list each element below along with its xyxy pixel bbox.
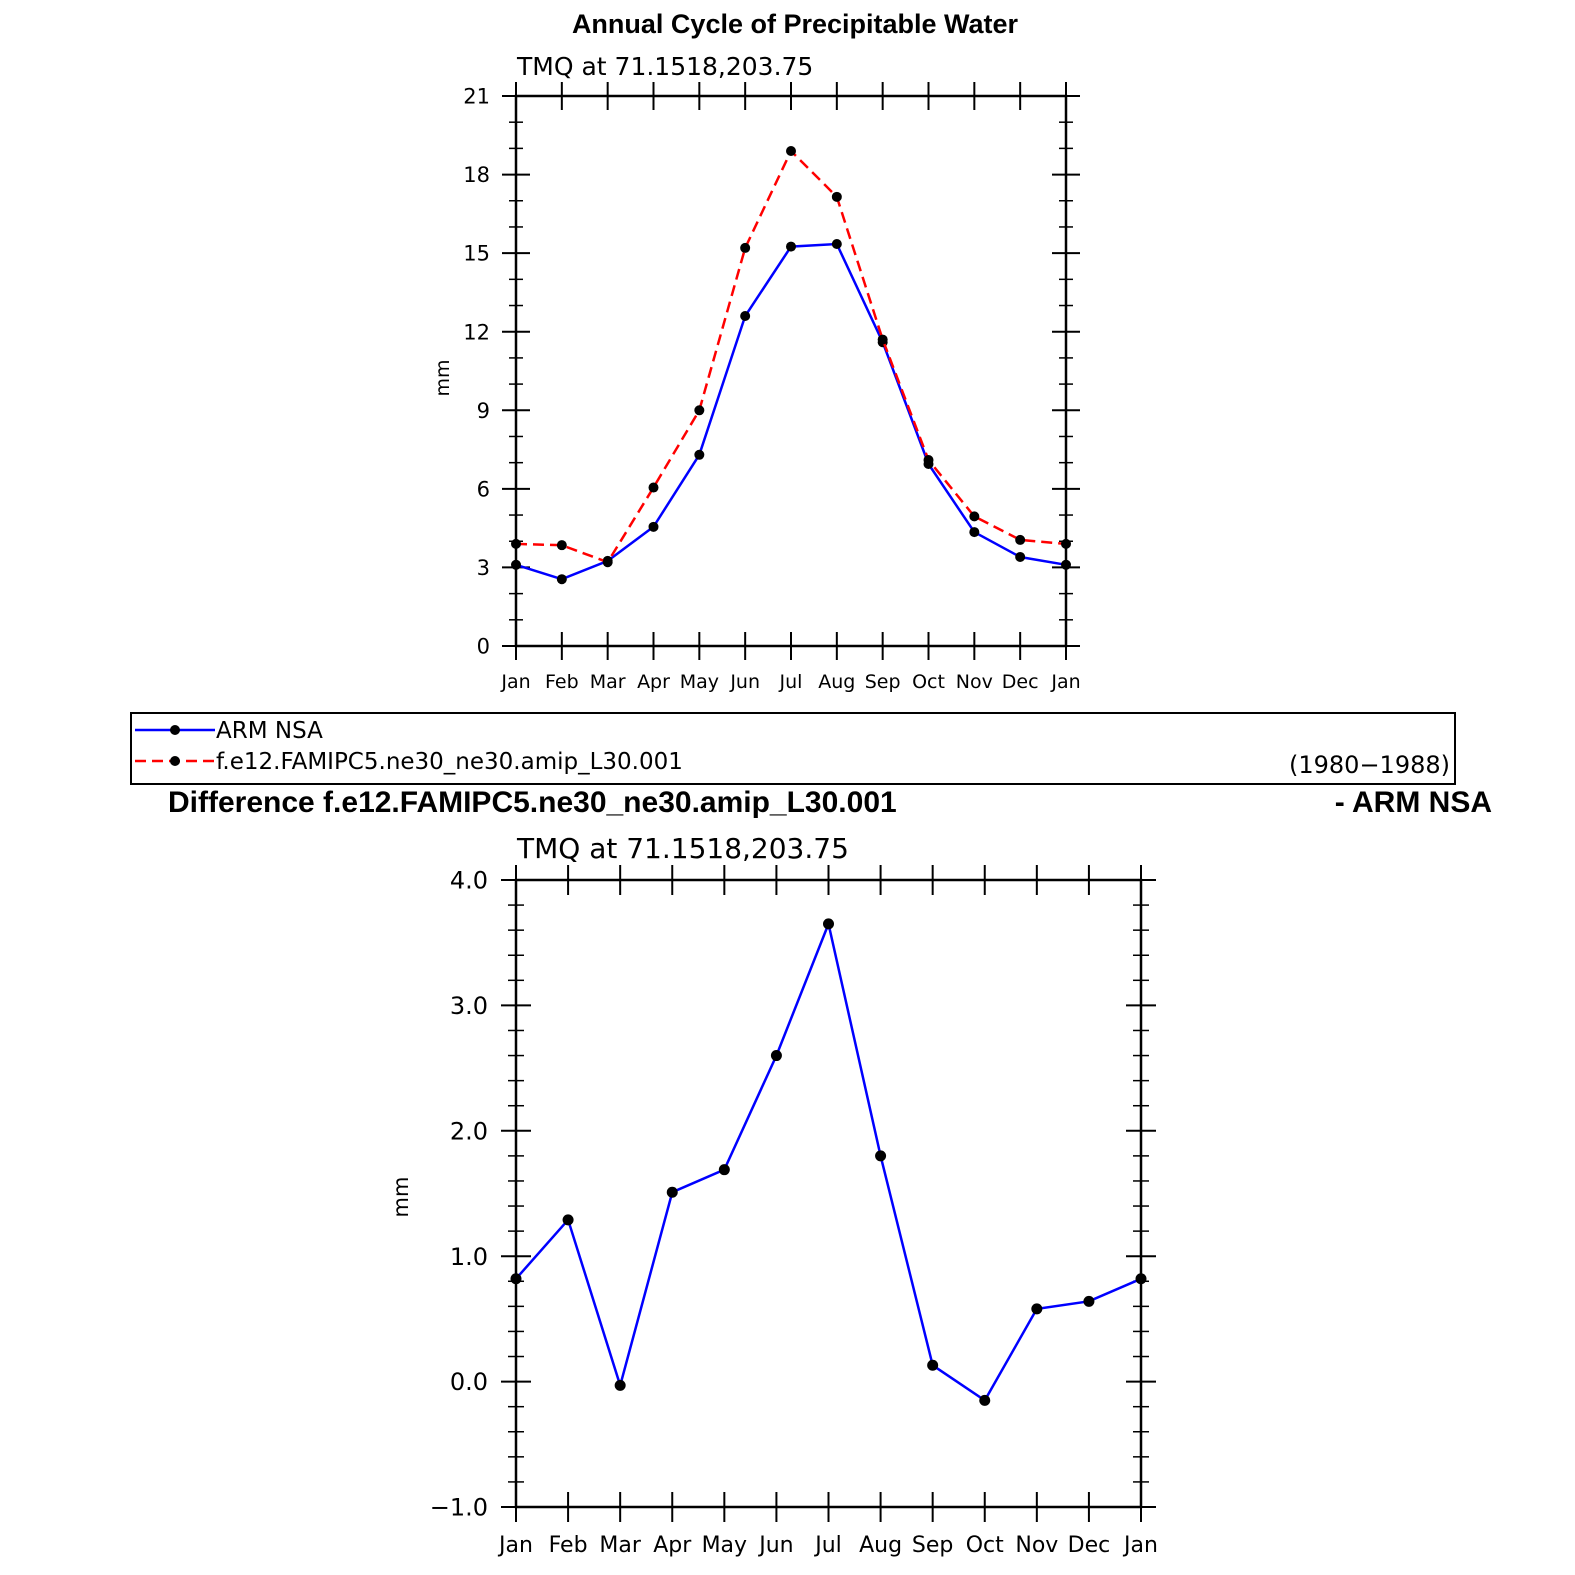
chart1-x-tick-label: Feb xyxy=(545,671,579,693)
chart1-y-tick-label: 6 xyxy=(477,477,490,501)
chart2-x-tick-label: Jul xyxy=(813,1533,842,1558)
chart2-series-1-point xyxy=(979,1394,991,1406)
chart2-y-tick-label: 0.0 xyxy=(450,1368,488,1396)
chart1-x-tick-label: Jun xyxy=(729,671,760,693)
chart2-series-1-point xyxy=(718,1164,730,1176)
legend-entry-label-2: f.e12.FAMIPC5.ne30_ne30.amip_L30.001 xyxy=(216,749,683,775)
chart1-plot-area: 0 3 6 9 12 15 18 21 Jan Feb Mar Apr May Jun Jul Aug Sep O… xyxy=(463,82,1081,693)
chart1-series-2-line xyxy=(515,148,1067,564)
chart2-x-tick-label: Jun xyxy=(757,1533,793,1558)
chart1-y-tick-label: 15 xyxy=(463,242,490,266)
chart2-x-tick-label: Oct xyxy=(966,1533,1004,1558)
chart1-series-1-point xyxy=(740,311,751,321)
chart1-series-2-point xyxy=(694,405,705,416)
chart2-y-axis-label: mm xyxy=(389,1177,413,1218)
chart2-series-1-point xyxy=(1083,1295,1095,1307)
chart2-frame xyxy=(514,878,1143,1509)
chart2-x-tick-label: Apr xyxy=(653,1533,692,1558)
chart2-series-1-point xyxy=(927,1359,939,1371)
chart1-x-tick-label: Apr xyxy=(637,671,670,693)
chart1-series-1-point xyxy=(969,527,980,538)
chart2-series-1-point xyxy=(770,1050,782,1062)
chart2-y-tick-label: −1.0 xyxy=(430,1494,488,1522)
chart2-y-tick-label: 1.0 xyxy=(450,1243,488,1271)
chart2-x-tick-label: Sep xyxy=(912,1533,953,1558)
chart1-legend: ARM NSA f.e12.FAMIPC5.ne30_ne30.amip_L30.… xyxy=(130,712,1456,785)
chart1-x-tick-label: Oct xyxy=(912,671,945,693)
legend-entry-label-1: ARM NSA xyxy=(216,718,323,744)
chart1-series-1-point xyxy=(1061,559,1071,570)
chart2-series-1-point xyxy=(562,1214,574,1226)
chart1-x-tick-label: Sep xyxy=(865,671,901,693)
chart1-series-1-point xyxy=(694,449,705,460)
chart1-y-tick-label: 21 xyxy=(463,85,490,109)
chart1-series-2-point xyxy=(877,334,888,345)
chart2-series-1-point xyxy=(614,1379,626,1391)
legend-marker-2 xyxy=(170,756,180,766)
chart1-x-tick-label: Aug xyxy=(818,671,855,693)
chart1-y-axis-label: mm xyxy=(432,359,454,396)
chart1-series-2-point xyxy=(602,557,613,568)
chart2-y-tick-label: 2.0 xyxy=(450,1117,488,1145)
chart2-y-tick-label: 3.0 xyxy=(450,992,488,1020)
chart1-y-tick-label: 3 xyxy=(477,556,490,580)
chart2-x-tick-label: Aug xyxy=(859,1533,902,1558)
chart1-x-tick-label: Nov xyxy=(956,671,993,693)
chart1-series-1-point xyxy=(831,238,842,249)
chart2-plot-area: −1.0 0.0 1.0 2.0 3.0 4.0 Jan Feb Mar Apr May Jun Jul… xyxy=(430,865,1158,1558)
chart2-series-1-point xyxy=(510,1273,522,1285)
chart2-series-1-point xyxy=(666,1186,678,1198)
chart1-series-2-point xyxy=(969,511,980,522)
chart2-series-1-point xyxy=(823,918,834,930)
chart1-series-2-point xyxy=(511,538,521,549)
chart1-x-tick-label: Jul xyxy=(779,671,803,693)
chart1-title: Annual Cycle of Precipitable Water xyxy=(572,9,1019,39)
chart2-x-tick-label: Jan xyxy=(1122,1533,1158,1558)
chart2-y-tick-label: 4.0 xyxy=(450,867,488,895)
legend-period-note: (1980−1988) xyxy=(1289,751,1450,779)
chart1-series-1-point xyxy=(648,521,659,532)
legend-marker-1 xyxy=(170,725,180,735)
chart1-series-2-point xyxy=(923,455,934,466)
chart2-x-tick-label: May xyxy=(702,1533,747,1558)
chart1-y-tick-label: 9 xyxy=(477,399,490,423)
chart1-series-1-point xyxy=(786,241,796,252)
chart1-series-2-point xyxy=(786,146,796,156)
chart1-x-tick-label: Jan xyxy=(500,671,530,693)
chart2-x-tick-label: Dec xyxy=(1068,1533,1111,1558)
chart2-x-tick-label: Jan xyxy=(497,1533,533,1558)
chart2-title: Difference f.e12.FAMIPC5.ne30_ne30.amip_… xyxy=(168,786,897,819)
legend-box xyxy=(130,712,1456,785)
chart2-series-1-point xyxy=(1135,1273,1147,1285)
chart2-subtitle: TMQ at 71.1518,203.75 xyxy=(516,832,849,865)
chart2-series-1-point xyxy=(1031,1303,1043,1315)
chart2-series-1-point xyxy=(875,1150,887,1162)
chart1-x-tick-label: May xyxy=(680,671,719,693)
chart1-series-2-point xyxy=(1061,538,1071,549)
chart2-x-tick-label: Mar xyxy=(599,1533,641,1558)
chart2-x-tick-label: Nov xyxy=(1015,1533,1058,1558)
chart1-series-1-point xyxy=(556,574,567,585)
chart1-y-tick-label: 0 xyxy=(477,635,490,659)
chart1-series-2-point xyxy=(648,482,659,493)
chart1-series-1-line xyxy=(515,242,1067,581)
chart1-series-1-point xyxy=(511,559,521,570)
chart1-series-2-point xyxy=(831,191,842,202)
chart1-series-2-point xyxy=(556,540,567,551)
chart2-x-tick-label: Feb xyxy=(549,1533,588,1558)
chart1-y-tick-label: 18 xyxy=(463,163,490,187)
chart1-x-tick-label: Dec xyxy=(1002,671,1039,693)
chart1-series-2-point xyxy=(740,242,751,253)
chart1-series-2-point xyxy=(1015,534,1026,545)
chart1-subtitle: TMQ at 71.1518,203.75 xyxy=(516,52,813,81)
chart1-series-1-point xyxy=(1015,551,1026,562)
chart1-x-tick-label: Jan xyxy=(1050,671,1080,693)
chart1-x-tick-label: Mar xyxy=(590,671,626,693)
chart2-title-right: - ARM NSA xyxy=(1335,786,1492,819)
chart1-y-tick-label: 12 xyxy=(463,320,490,344)
chart2-series-1-line xyxy=(515,919,1142,1403)
